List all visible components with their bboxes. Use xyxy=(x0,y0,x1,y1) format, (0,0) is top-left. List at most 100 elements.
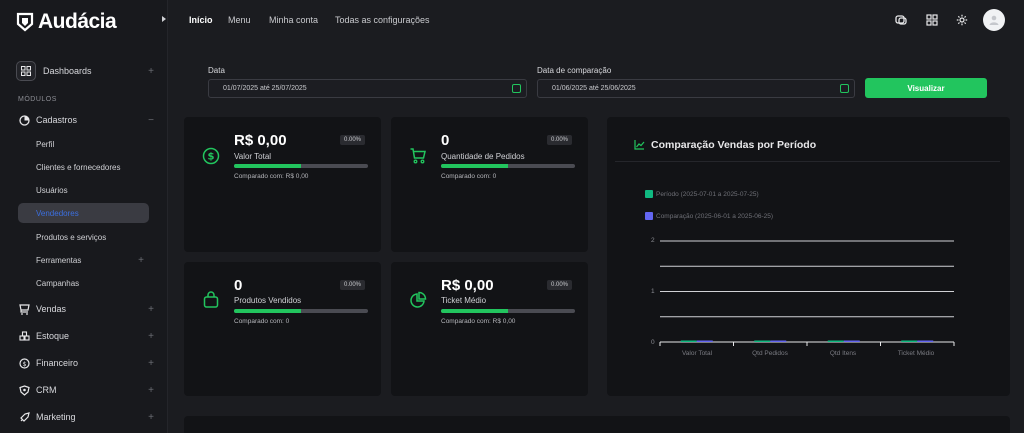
expand-icon[interactable]: + xyxy=(148,65,154,77)
stat-compare-text: Comparado com: R$ 0,00 xyxy=(441,318,516,325)
stat-card-ticket: R$ 0,00 0.00% Ticket Médio Comparado com… xyxy=(391,262,588,396)
coin-icon: $ xyxy=(18,357,30,369)
stat-progress-bar xyxy=(234,309,368,313)
expand-icon[interactable]: + xyxy=(148,357,154,369)
settings-gear-icon[interactable] xyxy=(956,14,968,26)
topnav-inicio[interactable]: Início xyxy=(189,15,213,25)
topnav-configuracoes[interactable]: Todas as configurações xyxy=(335,15,430,25)
stat-value: 0 xyxy=(441,132,450,149)
sidebar-item-label: Cadastros xyxy=(36,115,78,125)
stat-compare-text: Comparado com: 0 xyxy=(441,173,497,180)
sidebar-subitem-produtos[interactable]: Produtos e serviços xyxy=(36,232,107,242)
date-range-input[interactable]: 01/07/2025 até 25/07/2025 xyxy=(208,79,527,98)
sidebar-item-label: Dashboards xyxy=(43,66,92,76)
x-tick-label: Ticket Médio xyxy=(897,350,935,357)
chart-card xyxy=(607,117,1010,396)
grid-icon xyxy=(16,61,36,81)
apps-grid-icon[interactable] xyxy=(926,14,938,26)
svg-text:$: $ xyxy=(22,361,26,368)
pie-icon xyxy=(18,114,30,126)
cart-icon xyxy=(18,303,30,315)
stat-compare-text: Comparado com: R$ 0,00 xyxy=(234,173,309,180)
stat-percent-badge: 0.00% xyxy=(547,280,573,290)
stat-card-products: 0 0.00% Produtos Vendidos Comparado com:… xyxy=(184,262,381,396)
section-title: MÓDULOS xyxy=(18,96,57,103)
stat-progress-fill xyxy=(441,164,508,168)
stat-progress-fill xyxy=(234,164,301,168)
sidebar-subitem-ferramentas[interactable]: Ferramentas + xyxy=(18,250,149,270)
y-tick-label: 2 xyxy=(651,237,655,244)
legend-label: Período (2025-07-01 a 2025-07-25) xyxy=(656,190,759,198)
collapse-icon[interactable]: − xyxy=(148,114,154,126)
stat-percent-badge: 0.00% xyxy=(547,135,573,145)
x-tick-label: Valor Total xyxy=(681,350,713,357)
stat-label: Valor Total xyxy=(234,152,272,161)
logo-mark-icon xyxy=(16,12,34,32)
stat-progress-bar xyxy=(441,309,575,313)
stat-progress-bar xyxy=(441,164,575,168)
compare-date-label: Data de comparação xyxy=(537,66,612,75)
sidebar-item-cadastros[interactable]: Cadastros − xyxy=(18,112,154,128)
logo[interactable]: Audácia xyxy=(16,10,117,34)
sidebar-subitem-vendedores[interactable]: Vendedores xyxy=(18,203,149,223)
sidebar-item-marketing[interactable]: Marketing + xyxy=(18,409,154,425)
legend-swatch-comparison xyxy=(645,212,653,220)
topnav-minha-conta[interactable]: Minha conta xyxy=(269,15,319,25)
sidebar-item-label: Marketing xyxy=(36,412,76,422)
topbar: Início Menu Minha conta Todas as configu… xyxy=(168,0,1024,40)
stat-progress-fill xyxy=(441,309,508,313)
expand-icon[interactable]: + xyxy=(148,411,154,423)
legend-swatch-period xyxy=(645,190,653,198)
sidebar-item-estoque[interactable]: Estoque + xyxy=(18,328,154,344)
avatar[interactable] xyxy=(983,9,1005,31)
sidebar-item-financeiro[interactable]: $ Financeiro + xyxy=(18,355,154,371)
stat-percent-badge: 0.00% xyxy=(340,280,366,290)
chart-divider xyxy=(615,161,1000,162)
legend-comparison[interactable]: Comparação (2025-06-01 a 2025-06-25) xyxy=(645,212,773,220)
bottom-card xyxy=(184,416,1010,433)
date-label: Data xyxy=(208,66,225,75)
sidebar-subitem-campanhas[interactable]: Campanhas xyxy=(36,278,80,288)
cart-icon xyxy=(410,148,426,164)
expand-icon[interactable]: + xyxy=(148,330,154,342)
sidebar-item-crm[interactable]: CRM + xyxy=(18,382,154,398)
sidebar-item-label: CRM xyxy=(36,385,57,395)
compare-date-range-input[interactable]: 01/06/2025 até 25/06/2025 xyxy=(537,79,855,98)
legend-period[interactable]: Período (2025-07-01 a 2025-07-25) xyxy=(645,190,759,198)
sidebar-subitem-perfil[interactable]: Perfil xyxy=(36,139,55,149)
calendar-icon[interactable] xyxy=(840,84,849,93)
date-range-value: 01/07/2025 até 25/07/2025 xyxy=(223,85,307,92)
stat-card-total: $ R$ 0,00 0.00% Valor Total Comparado co… xyxy=(184,117,381,252)
legend-label: Comparação (2025-06-01 a 2025-06-25) xyxy=(656,212,774,220)
y-tick-label: 1 xyxy=(651,288,655,295)
sidebar-item-dashboards[interactable]: Dashboards + xyxy=(16,59,154,83)
chat-icon[interactable] xyxy=(895,14,907,26)
sidebar: Audácia Dashboards + MÓDULOS Cadastros −… xyxy=(0,0,168,433)
stat-value: R$ 0,00 xyxy=(234,132,287,149)
sidebar-item-label: Estoque xyxy=(36,331,70,341)
sidebar-subitem-usuarios[interactable]: Usuários xyxy=(36,185,68,195)
stat-label: Quantidade de Pedidos xyxy=(441,152,525,161)
sidebar-item-label: Vendas xyxy=(36,304,67,314)
sidebar-item-vendas[interactable]: Vendas + xyxy=(18,301,154,317)
expand-icon[interactable]: + xyxy=(138,254,144,266)
y-tick-label: 0 xyxy=(651,339,655,346)
x-tick-label: Qtd Itens xyxy=(829,350,857,357)
collapse-sidebar-icon[interactable] xyxy=(162,16,166,22)
topnav-menu[interactable]: Menu xyxy=(228,15,251,25)
expand-icon[interactable]: + xyxy=(148,303,154,315)
rocket-icon xyxy=(18,411,30,423)
stat-label: Ticket Médio xyxy=(441,296,487,305)
visualize-button[interactable]: Visualizar xyxy=(865,78,987,98)
dollar-icon: $ xyxy=(202,147,220,165)
sidebar-subitem-clientes[interactable]: Clientes e fornecedores xyxy=(36,162,121,172)
stat-card-orders: 0 0.00% Quantidade de Pedidos Comparado … xyxy=(391,117,588,252)
expand-icon[interactable]: + xyxy=(148,384,154,396)
svg-text:$: $ xyxy=(208,152,215,163)
stat-label: Produtos Vendidos xyxy=(234,296,302,305)
shield-icon xyxy=(18,384,30,396)
stat-value: R$ 0,00 xyxy=(441,277,494,294)
user-icon xyxy=(989,15,999,25)
sidebar-item-label: Financeiro xyxy=(36,358,79,368)
calendar-icon[interactable] xyxy=(512,84,521,93)
